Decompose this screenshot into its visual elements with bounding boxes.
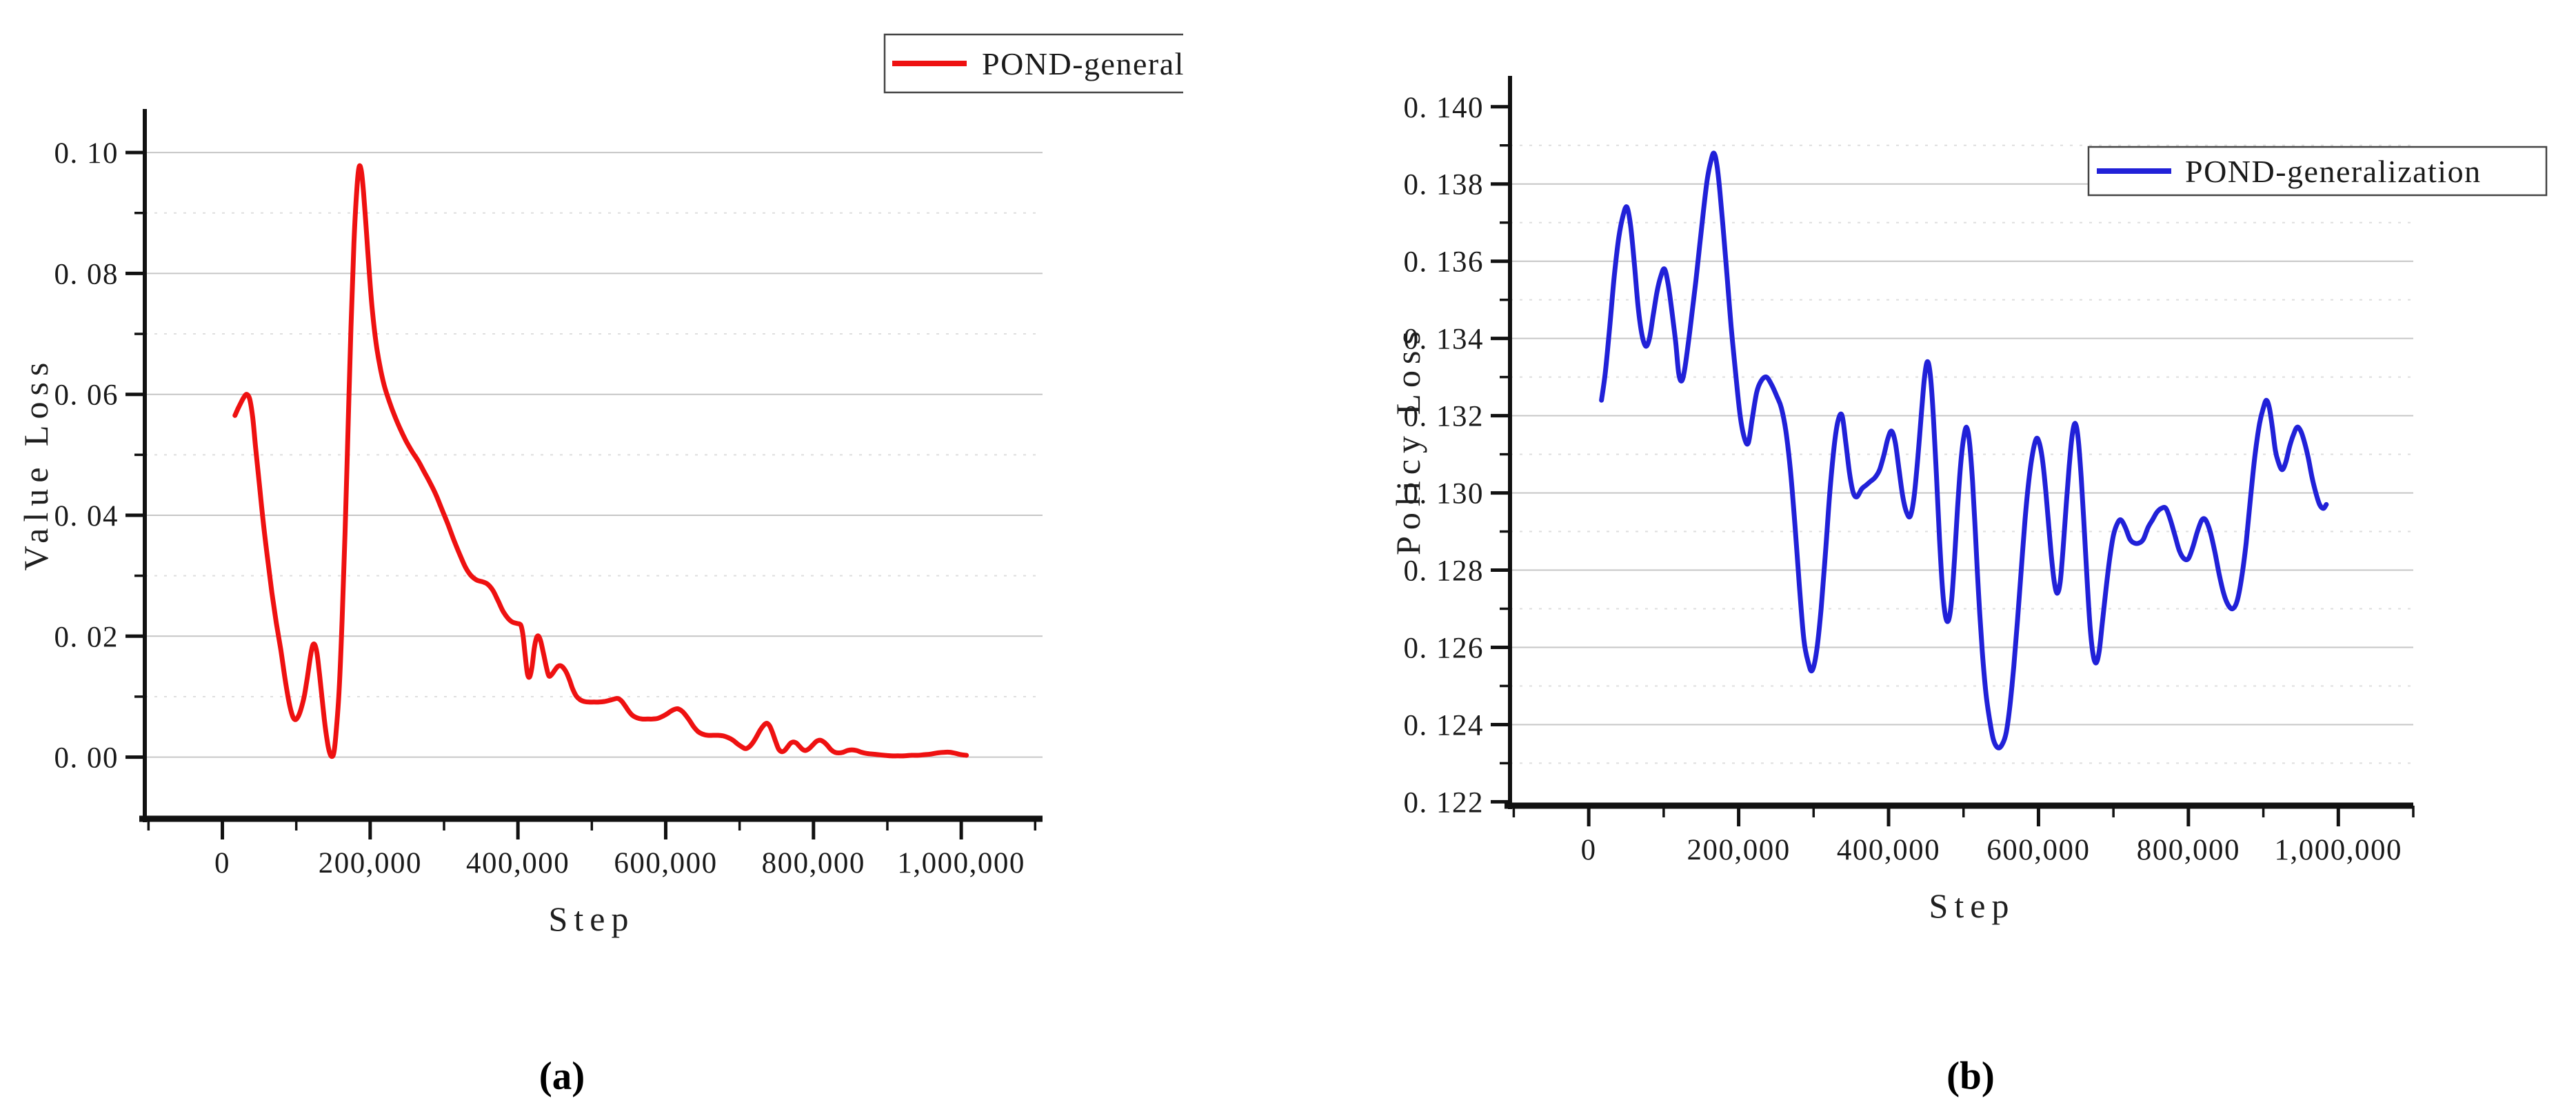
y-tick-label: 0. 124: [1404, 709, 1485, 742]
y-tick-label: 0. 00: [54, 742, 119, 775]
x-tick-label: 600,000: [1986, 834, 2090, 866]
y-tick-label: 0. 130: [1404, 478, 1485, 510]
x-tick-label: 0: [214, 847, 230, 879]
y-tick-label: 0. 10: [54, 137, 119, 170]
x-tick-label: 800,000: [762, 847, 865, 879]
series-line-a: [232, 163, 969, 759]
y-tick-label: 0. 138: [1404, 169, 1485, 201]
x-tick-label: 400,000: [1837, 834, 1940, 866]
y-axis-label-policy-loss: Policy Loss: [1389, 325, 1427, 555]
x-tick-label: 1,000,000: [2275, 834, 2403, 866]
y-tick-label: 0. 134: [1404, 324, 1485, 356]
x-tick-label: 200,000: [319, 847, 422, 879]
legend-label: POND-generalization: [2185, 154, 2482, 189]
x-tick-label: 0: [1581, 834, 1597, 866]
y-tick-label: 0. 136: [1404, 246, 1485, 279]
legend-label: POND-generali: [982, 46, 1194, 81]
x-axis-label-step-a: Step: [548, 899, 635, 938]
x-tick-label: 600,000: [614, 847, 717, 879]
x-tick-label: 800,000: [2137, 834, 2240, 866]
y-tick-label: 0. 140: [1404, 92, 1485, 124]
panel-caption-a: (a): [539, 1054, 585, 1098]
chart-panel-b: 0. 122 0. 124 0. 126 0. 128 0. 130 0. 132 0. 1…: [1404, 76, 2548, 866]
legend-a: POND-generali: [883, 33, 1194, 94]
y-tick-label: 0. 04: [54, 500, 119, 533]
y-tick-label: 0. 122: [1404, 786, 1485, 819]
y-tick-label: 0. 08: [54, 258, 119, 290]
x-axis-label-step-b: Step: [1929, 886, 2015, 925]
x-tick-label: 1,000,000: [897, 847, 1025, 879]
y-tick-label: 0. 02: [54, 621, 119, 653]
y-tick-label: 0. 132: [1404, 401, 1485, 433]
x-tick-label: 400,000: [466, 847, 570, 879]
series-line-b: [1599, 150, 2329, 750]
y-axis-label-value-loss: Value Loss: [17, 356, 55, 571]
x-tick-label: 200,000: [1687, 834, 1790, 866]
y-tick-label: 0. 128: [1404, 555, 1485, 588]
y-tick-label: 0. 06: [54, 379, 119, 412]
y-tick-label: 0. 126: [1404, 632, 1485, 664]
legend-border: [2087, 146, 2548, 197]
chart-panel-a: 0. 00 0. 02 0. 04 0. 06 0. 08 0. 10 0 200,000 40…: [54, 33, 1194, 879]
legend-b: POND-generalization: [2087, 146, 2548, 197]
legend-border-clipped: [883, 33, 1183, 94]
panel-caption-b: (b): [1946, 1054, 1995, 1098]
